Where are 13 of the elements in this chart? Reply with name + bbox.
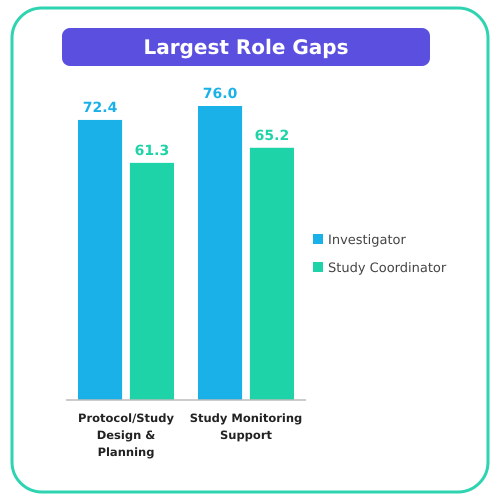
bar: [78, 120, 122, 400]
data-label: 76.0: [202, 86, 238, 102]
x-tick-label: Protocol/Study Design & Planning: [78, 411, 174, 459]
legend-label: Study Coordinator: [328, 261, 447, 276]
data-label: 65.2: [254, 128, 290, 144]
bar: [130, 162, 174, 400]
x-tick-label: Study Monitoring Support: [190, 411, 302, 442]
bar: [250, 148, 294, 400]
data-label: 61.3: [134, 142, 170, 159]
chart-title: Largest Role Gaps: [143, 35, 349, 59]
data-label: 72.4: [82, 100, 118, 116]
legend-label: Investigator: [328, 233, 407, 248]
bar: [198, 106, 242, 400]
